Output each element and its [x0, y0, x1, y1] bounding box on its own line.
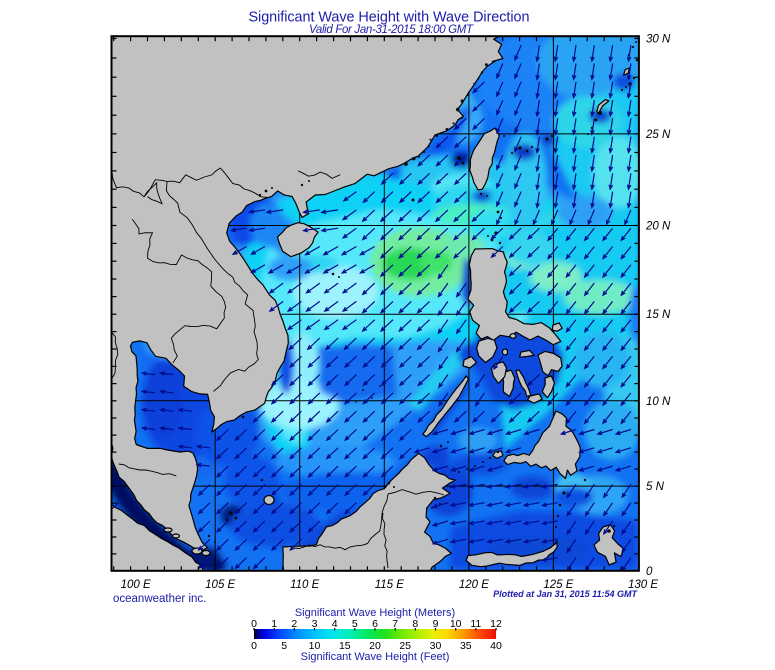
svg-text:0: 0 [646, 566, 653, 578]
svg-text:35: 35 [460, 640, 472, 652]
svg-text:20: 20 [369, 640, 381, 652]
svg-text:15 N: 15 N [646, 309, 671, 321]
svg-text:0: 0 [251, 640, 257, 652]
svg-text:8: 8 [412, 618, 418, 630]
svg-text:10 N: 10 N [646, 396, 671, 408]
svg-text:2: 2 [291, 618, 297, 630]
svg-text:11: 11 [470, 618, 481, 630]
svg-text:120 E: 120 E [459, 579, 489, 591]
svg-text:25 N: 25 N [645, 129, 671, 141]
svg-text:6: 6 [372, 618, 378, 630]
svg-text:Significant Wave Height (Feet): Significant Wave Height (Feet) [301, 651, 450, 663]
svg-text:0: 0 [251, 618, 257, 630]
svg-text:40: 40 [490, 640, 502, 652]
svg-text:12: 12 [490, 618, 502, 630]
svg-text:7: 7 [392, 618, 398, 630]
svg-text:oceanweather inc.: oceanweather inc. [113, 593, 206, 605]
svg-text:30: 30 [430, 640, 442, 652]
svg-text:115 E: 115 E [375, 579, 405, 591]
svg-text:3: 3 [312, 618, 318, 630]
svg-text:10: 10 [309, 640, 321, 652]
svg-text:Significant Wave Height (Meter: Significant Wave Height (Meters) [295, 607, 455, 619]
svg-text:1: 1 [271, 618, 277, 630]
svg-text:5 N: 5 N [646, 481, 665, 493]
svg-text:4: 4 [332, 618, 338, 630]
svg-text:20 N: 20 N [645, 221, 671, 233]
svg-text:9: 9 [433, 618, 439, 630]
svg-text:Valid For Jan-31-2015 18:00 GM: Valid For Jan-31-2015 18:00 GMT [309, 24, 474, 36]
svg-text:5: 5 [281, 640, 287, 652]
svg-text:25: 25 [399, 640, 411, 652]
svg-text:100 E: 100 E [121, 579, 151, 591]
svg-text:10: 10 [450, 618, 462, 630]
svg-text:5: 5 [352, 618, 358, 630]
svg-text:125 E: 125 E [543, 579, 573, 591]
svg-text:Plotted at Jan 31, 2015 11:54: Plotted at Jan 31, 2015 11:54 GMT [493, 589, 638, 599]
svg-text:130 E: 130 E [628, 579, 658, 591]
svg-text:15: 15 [339, 640, 351, 652]
svg-text:105 E: 105 E [205, 579, 235, 591]
svg-text:Significant Wave Height with W: Significant Wave Height with Wave Direct… [249, 10, 530, 26]
svg-text:30 N: 30 N [646, 34, 671, 46]
svg-text:110 E: 110 E [290, 579, 320, 591]
